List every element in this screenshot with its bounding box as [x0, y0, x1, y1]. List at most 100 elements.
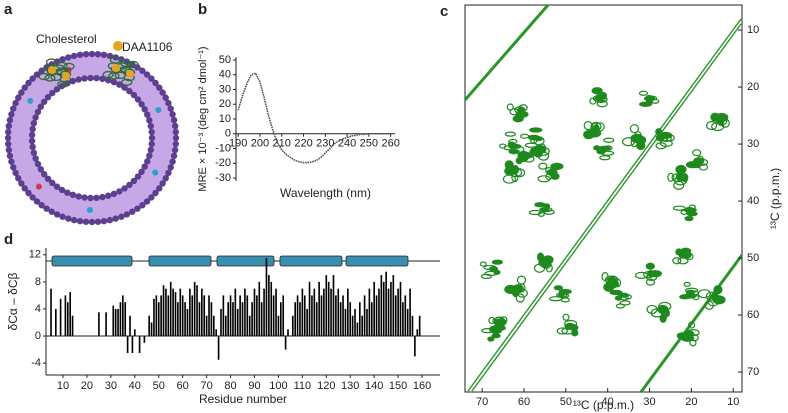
x-tick-label: 50	[560, 396, 572, 408]
contour	[672, 205, 686, 211]
bar	[117, 308, 119, 337]
contour	[543, 203, 551, 209]
bar	[71, 315, 74, 337]
y-tick-label: 12	[29, 249, 41, 261]
y-axis-label: δCα – δCβ	[6, 272, 20, 330]
bar	[222, 295, 225, 337]
contour	[500, 316, 508, 324]
lipid-head	[156, 84, 163, 91]
contour	[683, 281, 691, 287]
contour	[687, 321, 696, 329]
protein	[50, 73, 62, 82]
contour	[681, 173, 689, 183]
lipid-head	[162, 94, 169, 101]
bar	[268, 275, 270, 337]
lipid-head	[123, 211, 131, 218]
lipid-head	[93, 194, 100, 202]
bar	[133, 329, 136, 337]
lipid-head	[21, 84, 28, 91]
lipid-head	[12, 169, 19, 177]
x-tick-label: 210	[273, 138, 291, 150]
bar	[205, 315, 208, 337]
helices	[51, 255, 409, 267]
bar	[409, 288, 411, 337]
lipid-head	[129, 208, 136, 215]
y-tick-label: 20	[219, 98, 231, 110]
lipid-head	[18, 180, 25, 187]
y-tick-label: -4	[31, 357, 41, 369]
lipid-head	[148, 128, 155, 136]
contour	[643, 95, 656, 102]
lipid-head	[82, 218, 90, 225]
bar	[342, 295, 344, 337]
bar	[265, 258, 268, 337]
contour	[520, 133, 530, 139]
contour	[492, 325, 507, 331]
y-axis-label: MRE × 10⁻³ (deg cm² dmol⁻¹)	[197, 46, 209, 191]
bar	[284, 336, 287, 350]
protein	[57, 80, 69, 88]
lipid-head	[6, 152, 14, 160]
contour	[680, 209, 688, 215]
lipid-head	[43, 205, 50, 212]
lipid-head	[167, 164, 174, 171]
lipid-head	[49, 179, 56, 187]
bar	[375, 295, 378, 337]
lipid-head	[28, 137, 36, 145]
peak	[697, 285, 726, 310]
contour	[504, 160, 514, 170]
bar	[165, 288, 167, 337]
contour	[560, 297, 570, 303]
lipid-head	[139, 67, 146, 74]
lipid-head	[171, 122, 179, 130]
peak	[706, 112, 730, 132]
bar	[234, 288, 237, 337]
peak	[528, 202, 555, 217]
x-tick-label: 90	[248, 380, 260, 392]
peak	[685, 149, 709, 171]
bar	[272, 295, 275, 337]
contour	[636, 140, 646, 151]
lipid-head	[53, 183, 61, 190]
peak	[479, 259, 503, 279]
y-tick-label: 8	[35, 276, 41, 288]
contour	[692, 294, 700, 301]
bar	[98, 312, 100, 337]
lipid-head	[32, 114, 39, 121]
peak	[549, 285, 572, 303]
lipid-head	[5, 128, 12, 136]
bar	[399, 281, 402, 337]
bar	[138, 336, 141, 353]
x-tick-label: 110	[294, 380, 312, 392]
bar	[224, 315, 227, 337]
lipid-head	[141, 106, 148, 113]
contour	[499, 143, 507, 149]
lipid-head	[93, 74, 100, 82]
bar	[416, 329, 419, 337]
bar	[196, 285, 198, 337]
peak	[676, 321, 700, 347]
x-tick-label: 140	[365, 380, 383, 392]
bilayer	[6, 52, 178, 224]
bar	[181, 295, 184, 337]
protein	[38, 72, 50, 81]
bar	[244, 288, 246, 337]
bar	[179, 288, 182, 337]
helix	[51, 255, 133, 267]
cholesterol	[48, 66, 56, 74]
bar	[303, 295, 306, 337]
bar	[189, 288, 191, 337]
lipid-head	[64, 189, 71, 196]
contour	[615, 303, 625, 309]
protein	[121, 78, 133, 86]
bar	[327, 281, 330, 337]
contour	[529, 127, 543, 133]
contour	[537, 175, 551, 183]
contour	[688, 204, 696, 210]
bar	[169, 281, 172, 337]
lipid-head	[40, 171, 48, 178]
contour	[675, 164, 687, 175]
bar	[414, 336, 416, 357]
bar	[220, 308, 222, 337]
